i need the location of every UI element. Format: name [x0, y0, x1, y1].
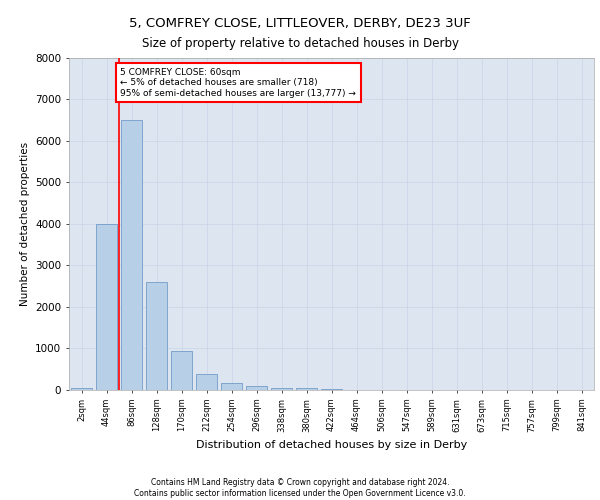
Bar [296, 388, 317, 390]
Text: 5 COMFREY CLOSE: 60sqm
← 5% of detached houses are smaller (718)
95% of semi-det: 5 COMFREY CLOSE: 60sqm ← 5% of detached … [120, 68, 356, 98]
Bar [321, 389, 342, 390]
Bar [196, 374, 217, 390]
Bar [246, 386, 267, 390]
Bar [221, 383, 242, 390]
Text: Size of property relative to detached houses in Derby: Size of property relative to detached ho… [142, 38, 458, 51]
Bar [96, 224, 117, 390]
Bar [121, 120, 142, 390]
Bar [271, 388, 292, 390]
Bar [171, 350, 192, 390]
Text: 5, COMFREY CLOSE, LITTLEOVER, DERBY, DE23 3UF: 5, COMFREY CLOSE, LITTLEOVER, DERBY, DE2… [129, 18, 471, 30]
Bar [71, 388, 92, 390]
Bar [146, 282, 167, 390]
Y-axis label: Number of detached properties: Number of detached properties [20, 142, 29, 306]
Text: Contains HM Land Registry data © Crown copyright and database right 2024.
Contai: Contains HM Land Registry data © Crown c… [134, 478, 466, 498]
X-axis label: Distribution of detached houses by size in Derby: Distribution of detached houses by size … [196, 440, 467, 450]
